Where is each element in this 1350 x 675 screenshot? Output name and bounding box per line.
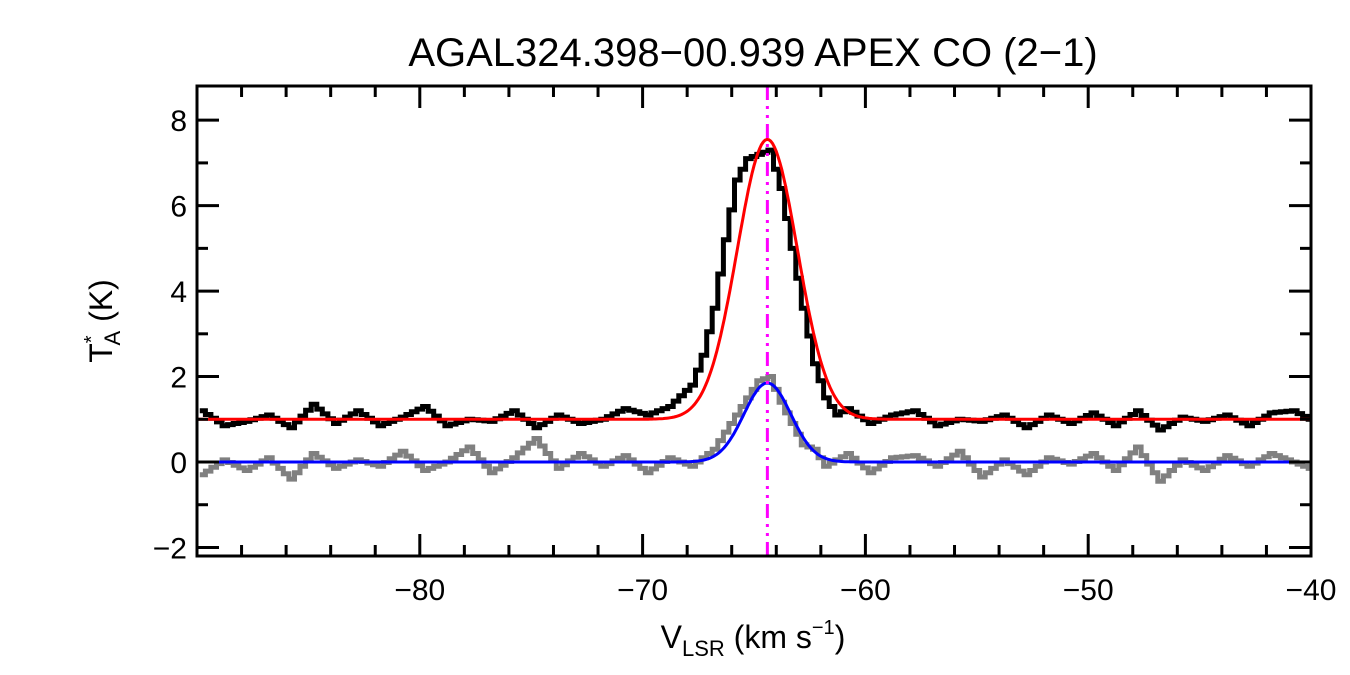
x-tick-label: −70 [617, 574, 668, 607]
x-axis-label: VLSR (km s−1) [661, 617, 846, 661]
x-tick-label: −60 [840, 574, 891, 607]
y-tick-label: 4 [170, 276, 187, 309]
x-axis-label-unit: (km s [725, 619, 812, 655]
x-tick-label: −50 [1063, 574, 1114, 607]
x-axis-label-sub: LSR [682, 636, 725, 661]
x-axis-label-unit-sup: −1 [812, 617, 835, 639]
x-axis-label-main: V [661, 619, 683, 655]
chart-title: AGAL324.398−00.939 APEX CO (2−1) [408, 31, 1097, 75]
y-tick-label: 0 [170, 447, 187, 480]
x-tick-label: −80 [394, 574, 445, 607]
y-tick-label: 2 [170, 362, 187, 395]
y-tick-label: −2 [153, 532, 187, 565]
x-axis-label-unit-close: ) [835, 619, 846, 655]
plot-frame [195, 84, 1313, 558]
y-axis-label-main: T [83, 343, 119, 363]
x-tick-label: −40 [1286, 574, 1337, 607]
y-axis-label-sup: * [81, 335, 103, 343]
y-axis-label: T*A (K) [81, 279, 125, 363]
tick-labels: −80 −70 −60 −50 −40 −2 0 2 4 6 8 [153, 105, 1337, 607]
gaussian-fit-1 [197, 137, 1311, 421]
y-axis-label-unit: (K) [83, 279, 119, 331]
y-axis-label-sub: A [100, 330, 125, 345]
gaussian-fit-2 [197, 381, 1311, 464]
y-tick-label: 6 [170, 191, 187, 224]
series-layer [197, 137, 1311, 484]
y-tick-label: 8 [170, 105, 187, 138]
